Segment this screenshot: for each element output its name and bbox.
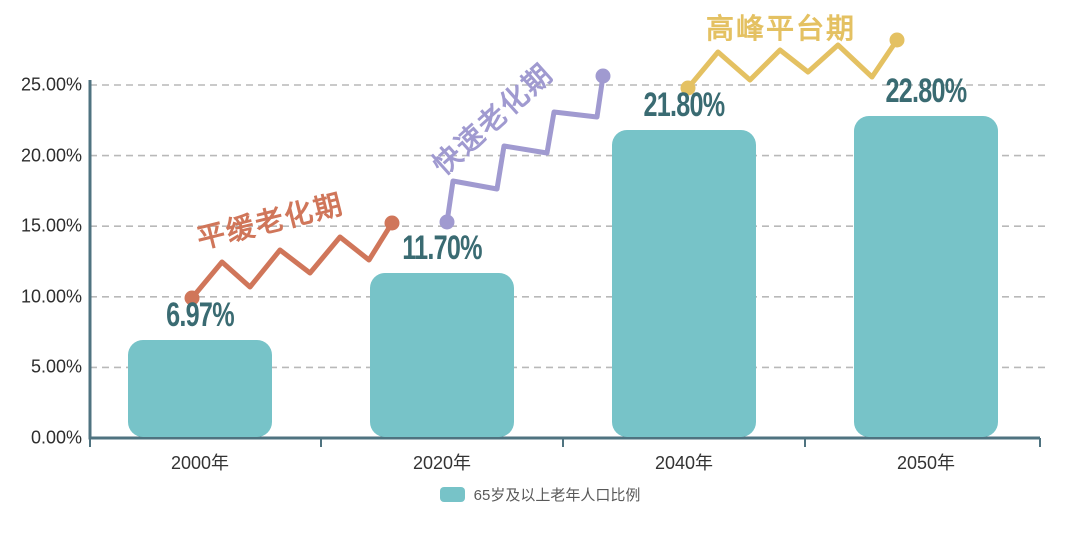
value-label-2050年: 22.80% (885, 72, 968, 111)
annotation-dot-peak-plateau-period (889, 32, 905, 48)
annotation-line-peak-plateau-period (685, 37, 900, 91)
x-tick-label-2040年: 2040年 (654, 453, 714, 473)
chart-legend: 65岁及以上老年人口比例 (0, 484, 1080, 505)
x-tick-label-2000年: 2000年 (170, 453, 230, 473)
y-tick-label-20pct: 20.00% (20, 145, 82, 166)
y-tick-label-10pct: 10.00% (20, 286, 82, 307)
value-label-2020年: 11.70% (402, 228, 482, 267)
x-tick-label-2050年: 2050年 (896, 453, 956, 473)
value-label-2000年: 6.97% (166, 295, 234, 334)
y-tick-label-15pct: 15.00% (20, 215, 82, 236)
bar-2050年 (854, 116, 998, 437)
bar-2040年 (612, 130, 756, 437)
x-tick-label-2020年: 2020年 (412, 453, 472, 473)
annotation-line-slow-aging-period (189, 220, 395, 301)
y-tick-label-25pct: 25.00% (20, 74, 82, 95)
annotation-dot-slow-aging-period (184, 290, 200, 306)
annotation-dot-peak-plateau-period (680, 80, 696, 96)
value-label-2040年: 21.80% (643, 86, 726, 125)
legend-label: 65岁及以上老年人口比例 (473, 487, 641, 504)
y-tick-label-5pct: 5.00% (30, 356, 82, 377)
bar-2000年 (128, 339, 272, 437)
annotation-label-peak-plateau-period: 高峰平台期 (705, 13, 857, 44)
annotation-dot-rapid-aging-period (595, 68, 611, 84)
bar-2020年 (370, 272, 514, 437)
annotation-dot-slow-aging-period (384, 215, 400, 231)
legend-swatch (439, 487, 465, 502)
y-tick-label-0pct: 0.00% (30, 427, 82, 448)
annotation-dot-rapid-aging-period (439, 214, 455, 230)
annotation-line-rapid-aging-period (444, 73, 606, 225)
